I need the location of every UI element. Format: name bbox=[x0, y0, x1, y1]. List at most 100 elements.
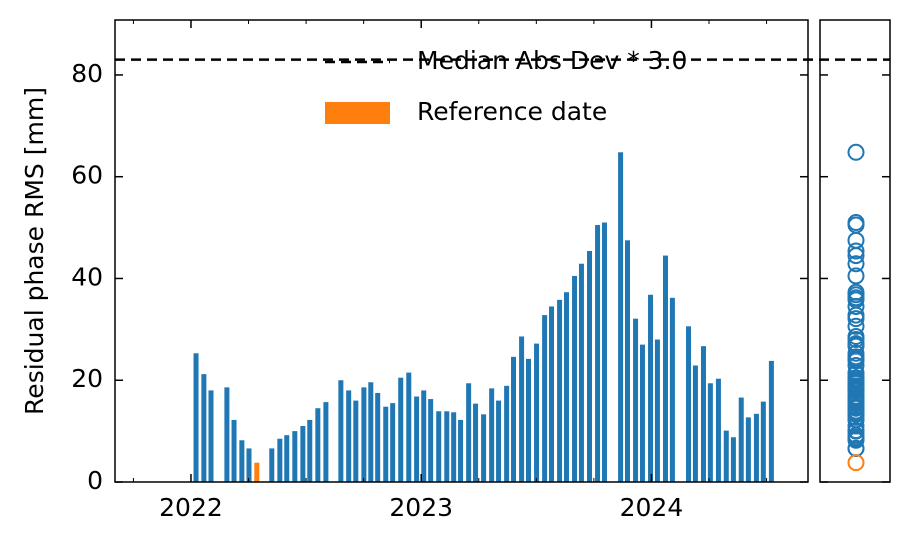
bar bbox=[231, 419, 237, 482]
y-tick-label: 40 bbox=[71, 262, 103, 291]
y-tick-label: 80 bbox=[71, 59, 103, 88]
bar bbox=[428, 399, 434, 482]
bar bbox=[549, 306, 555, 482]
bar bbox=[648, 294, 654, 482]
bar bbox=[760, 401, 766, 482]
bar bbox=[738, 397, 744, 482]
bar bbox=[201, 374, 207, 482]
scatter-point bbox=[847, 352, 865, 370]
bar bbox=[444, 411, 450, 482]
bar bbox=[277, 438, 283, 482]
x-tick-label: 2024 bbox=[620, 493, 684, 522]
bar bbox=[618, 152, 624, 482]
scatter-point bbox=[847, 422, 865, 440]
y-tick-label: 60 bbox=[71, 161, 103, 190]
bar bbox=[414, 396, 420, 482]
scatter-point bbox=[847, 454, 865, 472]
bar bbox=[307, 419, 313, 482]
scatter-point bbox=[847, 405, 865, 423]
bar bbox=[723, 430, 729, 482]
bar bbox=[292, 431, 298, 482]
scatter-point bbox=[847, 247, 865, 265]
bar bbox=[338, 380, 344, 482]
bar bbox=[254, 462, 260, 482]
bar bbox=[730, 437, 736, 482]
bar bbox=[563, 292, 569, 482]
bar bbox=[768, 360, 774, 482]
bar bbox=[624, 240, 630, 482]
scatter-point bbox=[847, 310, 865, 328]
scatter-point bbox=[847, 389, 865, 407]
y-axis-label: Residual phase RMS [mm] bbox=[20, 87, 49, 415]
bar bbox=[269, 448, 275, 482]
scatter-point bbox=[847, 331, 865, 349]
scatter-point bbox=[847, 393, 865, 411]
bar bbox=[557, 299, 563, 482]
bar bbox=[578, 263, 584, 482]
bar bbox=[489, 388, 495, 482]
bar bbox=[595, 225, 601, 482]
bar bbox=[707, 383, 713, 482]
legend-label: Median Abs Dev * 3.0 bbox=[417, 46, 687, 75]
bar bbox=[451, 412, 457, 482]
bar bbox=[473, 403, 479, 482]
bar bbox=[715, 378, 721, 482]
scatter-point bbox=[847, 289, 865, 307]
y-tick-label: 0 bbox=[87, 466, 103, 495]
scatter-point bbox=[847, 214, 865, 232]
scatter-point bbox=[847, 370, 865, 388]
bar bbox=[601, 222, 607, 483]
bar bbox=[519, 336, 525, 482]
bar bbox=[284, 435, 290, 482]
bar bbox=[346, 390, 352, 482]
bar bbox=[572, 275, 578, 482]
bar bbox=[511, 356, 517, 482]
y-tick-label: 20 bbox=[71, 364, 103, 393]
bar bbox=[193, 353, 199, 482]
x-tick-label: 2022 bbox=[159, 493, 223, 522]
bar bbox=[224, 387, 230, 482]
scatter-point bbox=[847, 428, 865, 446]
bar bbox=[504, 385, 510, 482]
bar bbox=[239, 440, 245, 482]
bar bbox=[633, 318, 639, 482]
legend-swatch bbox=[325, 102, 390, 124]
bar bbox=[398, 377, 404, 482]
bar bbox=[208, 390, 214, 482]
bar bbox=[383, 406, 389, 482]
bar bbox=[300, 426, 306, 482]
bar bbox=[654, 339, 660, 482]
bar bbox=[534, 343, 540, 482]
bar bbox=[587, 251, 593, 482]
plot-frame bbox=[114, 19, 809, 483]
side-frame bbox=[819, 19, 891, 483]
bar bbox=[246, 448, 252, 482]
bar bbox=[639, 344, 645, 482]
scatter-point bbox=[847, 255, 865, 273]
bar bbox=[525, 358, 531, 482]
bar bbox=[421, 390, 427, 482]
bar bbox=[390, 403, 396, 482]
scatter-point bbox=[847, 267, 865, 285]
bar bbox=[700, 346, 706, 482]
bar bbox=[496, 400, 502, 482]
bar bbox=[542, 315, 548, 482]
bar bbox=[458, 419, 464, 482]
bar bbox=[686, 326, 692, 482]
x-tick-label: 2023 bbox=[389, 493, 453, 522]
bar bbox=[753, 413, 759, 482]
bar bbox=[323, 402, 329, 482]
bar bbox=[368, 382, 374, 482]
scatter-point bbox=[847, 317, 865, 335]
bar bbox=[315, 408, 321, 482]
bar bbox=[692, 365, 698, 482]
bar bbox=[375, 392, 381, 482]
bar bbox=[353, 400, 359, 482]
bar bbox=[436, 411, 442, 482]
bar bbox=[745, 417, 751, 482]
scatter-point bbox=[847, 143, 865, 161]
bar bbox=[481, 414, 487, 482]
bar bbox=[662, 255, 668, 482]
bar bbox=[406, 372, 412, 482]
